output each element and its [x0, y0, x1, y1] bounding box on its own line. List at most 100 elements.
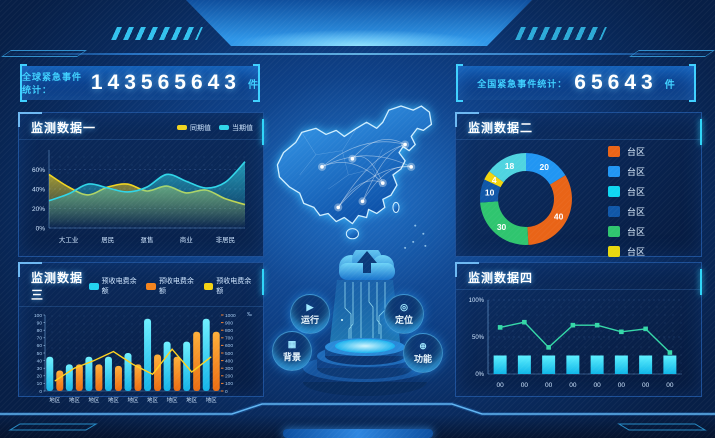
svg-text:地区: 地区	[186, 396, 198, 404]
svg-text:20%: 20%	[32, 206, 45, 213]
area-line	[48, 161, 246, 202]
line-marker	[546, 345, 551, 350]
legend-swatch	[608, 206, 620, 217]
svg-text:20: 20	[539, 162, 549, 172]
counter-national-value: 65643	[574, 71, 658, 94]
svg-text:00: 00	[618, 382, 626, 389]
legend-label: 台区	[627, 227, 646, 237]
counter-national-unit: 件	[664, 79, 675, 91]
corner-line-top-left	[1, 50, 87, 57]
svg-text:商业: 商业	[180, 235, 194, 244]
donut-slice	[527, 175, 572, 245]
donut-slice	[479, 179, 501, 203]
city-nodes	[317, 140, 416, 212]
svg-text:600: 600	[225, 343, 233, 349]
china-map	[276, 105, 433, 249]
counter-global: 全球紧急事件统计： 143565643 件	[20, 64, 260, 102]
donut-slice	[480, 201, 529, 245]
header-banner	[186, 0, 532, 46]
svg-text:90: 90	[37, 320, 43, 326]
line-marker	[522, 319, 527, 325]
function-button-label: 功能	[413, 353, 432, 364]
background-button-label: 背景	[282, 351, 301, 362]
locate-button[interactable]: ◎ 定位	[384, 294, 424, 334]
svg-text:非居民: 非居民	[216, 235, 236, 244]
legend-swatch	[146, 282, 156, 290]
legend-swatch	[608, 226, 620, 237]
svg-text:居民: 居民	[101, 236, 114, 244]
south-sea-islets	[404, 224, 427, 249]
panel2-title: 监测数据二	[468, 121, 534, 135]
bar-cyan	[517, 355, 531, 374]
svg-text:00: 00	[666, 382, 674, 389]
svg-text:18: 18	[505, 161, 515, 171]
bar-cyan	[614, 355, 628, 374]
svg-text:80: 80	[37, 328, 43, 334]
bar-line-chart: 0102030405060708090100010020030040050060…	[34, 312, 252, 404]
svg-text:100%: 100%	[469, 298, 485, 304]
donut-slice	[484, 171, 504, 188]
svg-text:20: 20	[37, 374, 43, 380]
bar-orange	[173, 356, 181, 391]
legend-label: 预收电费余额	[158, 278, 194, 295]
panel3-title: 监测数据三	[31, 271, 84, 302]
bottom-strip	[0, 415, 715, 438]
run-button[interactable]: ▶ 运行	[290, 294, 330, 334]
svg-text:40: 40	[554, 211, 564, 221]
bar-cyan	[639, 355, 653, 374]
donut-slice	[526, 153, 566, 185]
counter-global-label: 全球紧急事件统计：	[22, 72, 83, 95]
svg-text:00: 00	[521, 382, 529, 389]
bar-cyan	[493, 355, 507, 374]
panel-monitor-data-2: 监测数据二 20 40 30 10 4 18 台区 台区 台区 台区 台区 台区	[455, 112, 702, 257]
svg-text:300: 300	[225, 366, 233, 372]
svg-text:60: 60	[37, 343, 43, 349]
svg-text:00: 00	[642, 382, 650, 389]
svg-text:地区: 地区	[69, 396, 81, 404]
area-fill	[49, 161, 245, 228]
legend-swatch	[608, 166, 620, 177]
legend-label: 台区	[627, 187, 646, 197]
corner-line-bottom-left	[8, 423, 98, 431]
legend-label: 当期值	[232, 124, 253, 132]
legend-swatch	[608, 246, 620, 257]
svg-text:1000: 1000	[225, 313, 236, 319]
counter-national: 全国紧急事件统计： 65643 件	[456, 64, 696, 102]
legend-swatch	[608, 146, 620, 157]
bottom-bar	[283, 429, 433, 438]
run-icon: ▶	[306, 301, 314, 312]
light-beam	[329, 280, 401, 350]
svg-text:趸售: 趸售	[141, 235, 154, 244]
bar-orange	[114, 365, 122, 391]
svg-text:4: 4	[492, 175, 497, 185]
bar-orange	[95, 364, 103, 391]
pedestal	[303, 338, 427, 396]
svg-text:700: 700	[225, 336, 233, 342]
flight-arcs	[321, 139, 412, 208]
bar-cyan	[163, 341, 171, 391]
legend-swatch	[177, 125, 187, 130]
bar-cyan	[104, 356, 112, 391]
svg-text:00: 00	[569, 382, 577, 389]
svg-text:地区: 地区	[167, 396, 179, 404]
background-button[interactable]: ▦ 背景	[272, 331, 312, 371]
legend-swatch	[88, 282, 99, 290]
line-marker	[497, 325, 503, 330]
legend-label: 台区	[627, 167, 646, 177]
bar-cyan	[202, 318, 210, 391]
panel-monitor-data-1: 监测数据一 同期值 当期值 0% 20% 40% 60% 大工业 居民 趸售 商业 非居民	[18, 112, 264, 257]
svg-text:50: 50	[37, 351, 43, 357]
svg-text:0%: 0%	[475, 372, 484, 378]
counter-global-value: 143565643	[90, 71, 241, 94]
header-stripes-right	[515, 27, 607, 40]
svg-text:地区: 地区	[88, 396, 100, 404]
panel1-title: 监测数据一	[31, 121, 97, 135]
legend-swatch	[219, 125, 229, 130]
function-button[interactable]: ⊕ 功能	[403, 333, 443, 373]
bar-orange	[56, 370, 64, 391]
panel4-title: 监测数据四	[468, 271, 534, 285]
svg-text:10: 10	[37, 381, 43, 387]
line-marker	[594, 322, 600, 328]
svg-text:400: 400	[225, 358, 233, 364]
donut-chart: 20 40 30 10 4 18	[479, 153, 572, 245]
